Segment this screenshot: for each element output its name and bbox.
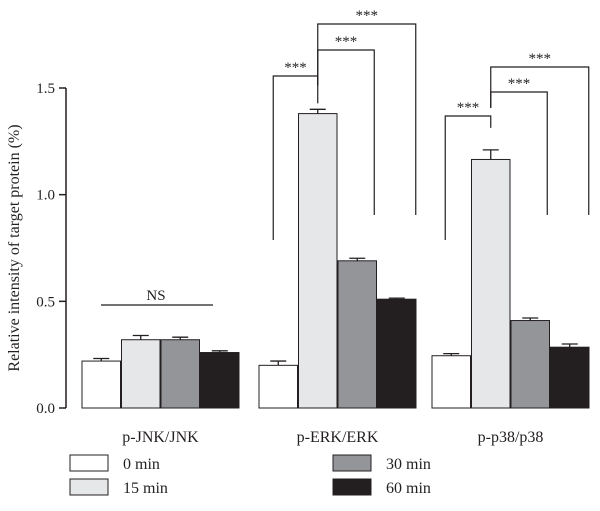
category-label: p-ERK/ERK [297,429,379,446]
bar-p-p38-p38-0min [431,355,471,409]
category-label: p-p38/p38 [478,429,544,446]
bar-p-jnk-jnk-15min [121,339,161,409]
significance-label: *** [457,100,480,116]
bar-p-p38-p38-30min [510,320,550,409]
significance-bracket [272,75,319,240]
ns-label: NS [146,288,165,304]
legend: 0 min 15 min 30 min 60 min [69,454,431,497]
bar-p-jnk-jnk-0min [81,360,121,409]
significance-label: *** [508,76,531,92]
bars [81,108,590,409]
significance-label: *** [356,8,379,24]
bar-p-jnk-jnk-60min [200,352,240,409]
y-axis: 0.0 0.5 1.0 1.5 [36,81,67,417]
significance-label: *** [284,60,307,76]
y-tick-label: 1.5 [36,81,55,97]
legend-swatch [332,454,372,472]
category-label: p-JNK/JNK [122,429,199,446]
bar-p-jnk-jnk-30min [160,339,200,409]
bar-p-erk-erk-0min [258,364,298,409]
bar-p-p38-p38-60min [550,346,590,409]
y-tick-label: 0.0 [36,401,55,417]
legend-swatch [69,478,109,496]
legend-label: 15 min [123,480,168,497]
significance-label: *** [335,34,358,50]
y-tick-label: 1.0 [36,188,55,204]
y-axis-label: Relative intensity of target protein (%) [6,124,23,371]
bar-p-p38-p38-15min [471,158,511,409]
legend-label: 0 min [123,456,160,473]
legend-swatch [332,478,372,496]
significance-brackets: NS *** *** *** *** *** *** [101,8,590,306]
legend-label: 60 min [386,480,431,497]
y-tick-label: 0.5 [36,294,55,310]
bar-p-erk-erk-30min [337,260,377,409]
significance-label: *** [529,51,552,67]
legend-label: 30 min [386,456,431,473]
bar-p-erk-erk-60min [377,298,417,409]
significance-bracket [317,23,417,215]
bar-p-erk-erk-15min [298,113,338,409]
legend-swatch [69,454,109,472]
significance-bracket [490,66,590,215]
significance-bracket [444,115,492,240]
category-labels: p-JNK/JNK p-ERK/ERK p-p38/p38 [122,429,543,446]
